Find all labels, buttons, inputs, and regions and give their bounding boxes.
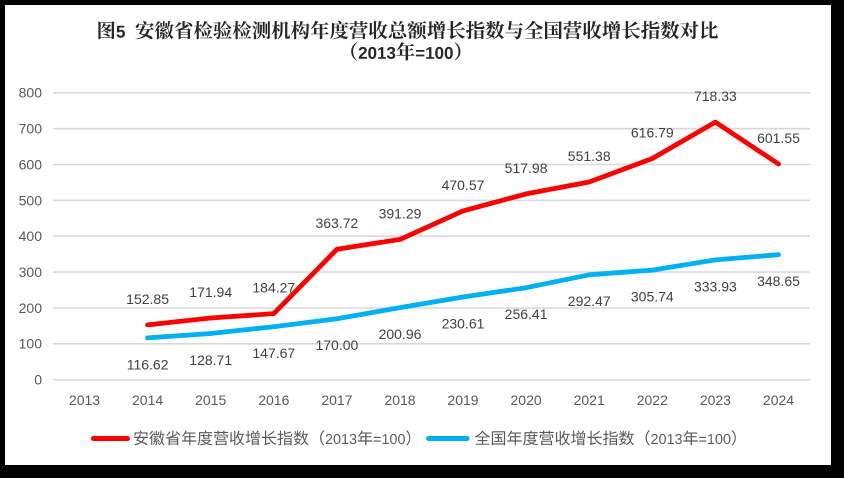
svg-text:2015: 2015 — [195, 392, 226, 408]
svg-text:171.94: 171.94 — [189, 284, 232, 300]
svg-text:305.74: 305.74 — [631, 289, 674, 305]
svg-text:2024: 2024 — [763, 392, 794, 408]
svg-text:363.72: 363.72 — [315, 215, 358, 231]
svg-text:116.62: 116.62 — [127, 356, 169, 372]
svg-text:2020: 2020 — [511, 392, 542, 408]
svg-text:200: 200 — [19, 300, 43, 316]
svg-text:100: 100 — [19, 336, 43, 352]
svg-text:292.47: 292.47 — [568, 293, 611, 309]
svg-text:256.41: 256.41 — [505, 306, 548, 322]
svg-text:800: 800 — [19, 85, 43, 101]
svg-text:2022: 2022 — [637, 392, 668, 408]
svg-text:2023: 2023 — [700, 392, 731, 408]
svg-text:2021: 2021 — [574, 392, 605, 408]
svg-text:718.33: 718.33 — [694, 88, 737, 104]
svg-text:170.00: 170.00 — [315, 337, 358, 353]
svg-text:600: 600 — [19, 156, 43, 172]
svg-text:2019: 2019 — [447, 392, 478, 408]
svg-text:2014: 2014 — [132, 392, 163, 408]
svg-text:2018: 2018 — [384, 392, 415, 408]
svg-text:601.55: 601.55 — [757, 130, 800, 146]
svg-text:128.71: 128.71 — [189, 352, 232, 368]
svg-text:500: 500 — [19, 192, 43, 208]
svg-text:147.67: 147.67 — [252, 345, 295, 361]
svg-text:348.65: 348.65 — [757, 273, 800, 289]
svg-text:616.79: 616.79 — [631, 124, 674, 140]
svg-text:230.61: 230.61 — [442, 315, 485, 331]
svg-text:400: 400 — [19, 228, 43, 244]
svg-text:2016: 2016 — [258, 392, 289, 408]
svg-text:152.85: 152.85 — [126, 291, 169, 307]
svg-text:2017: 2017 — [321, 392, 352, 408]
svg-text:300: 300 — [19, 264, 43, 280]
svg-text:700: 700 — [19, 121, 43, 137]
svg-text:184.27: 184.27 — [252, 280, 295, 296]
svg-text:391.29: 391.29 — [379, 205, 422, 221]
svg-text:551.38: 551.38 — [568, 148, 611, 164]
svg-text:333.93: 333.93 — [694, 278, 737, 294]
svg-text:517.98: 517.98 — [505, 160, 548, 176]
svg-text:2013: 2013 — [69, 392, 100, 408]
svg-text:0: 0 — [34, 372, 42, 388]
svg-text:200.96: 200.96 — [379, 326, 422, 342]
svg-text:470.57: 470.57 — [442, 177, 485, 193]
